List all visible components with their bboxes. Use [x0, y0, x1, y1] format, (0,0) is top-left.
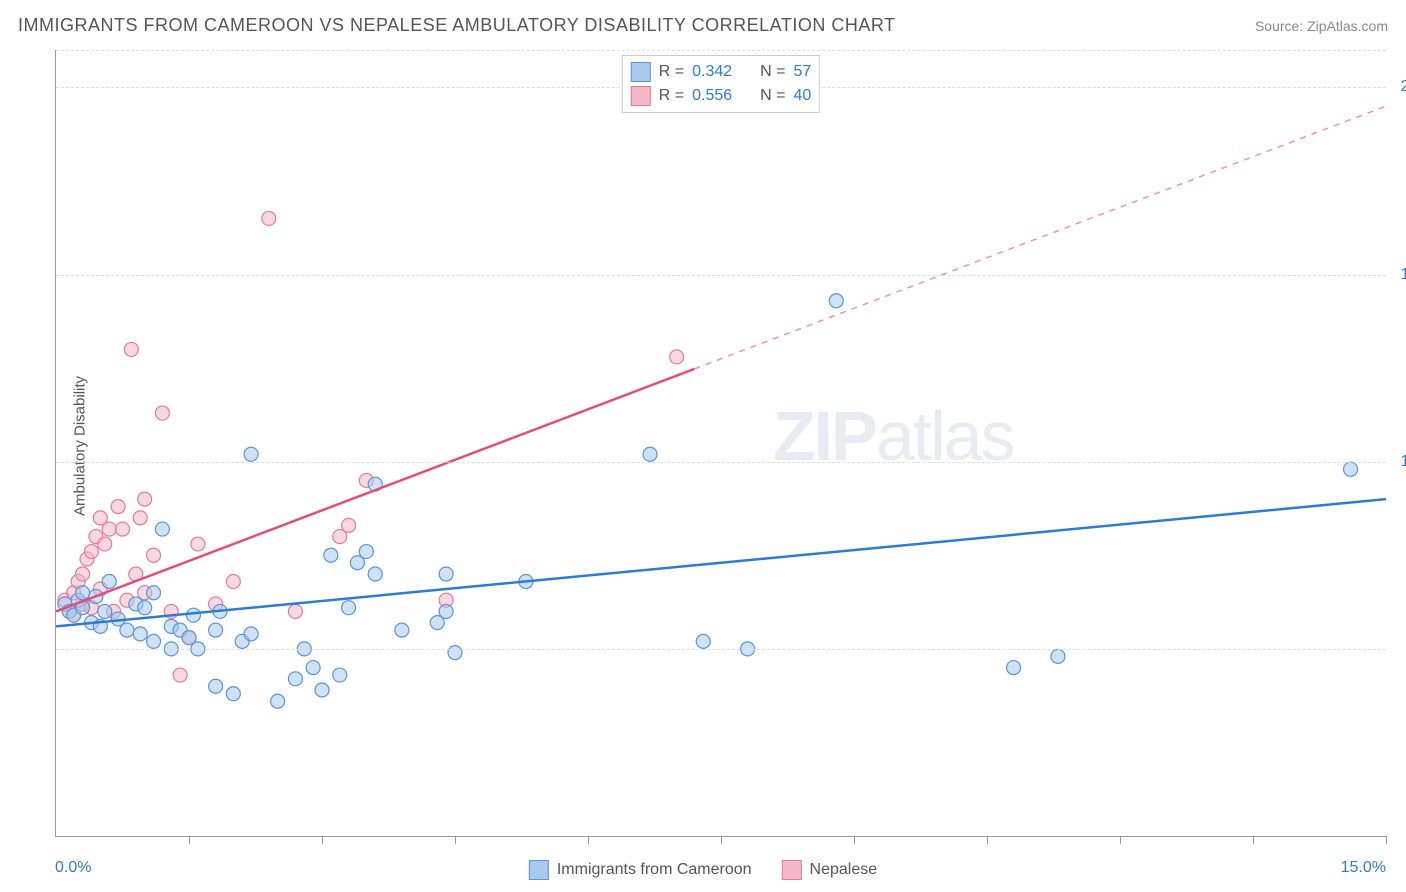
data-point	[111, 500, 125, 514]
legend-item-1: Immigrants from Cameroon	[529, 860, 752, 880]
data-point	[155, 522, 169, 536]
data-point	[133, 627, 147, 641]
data-point	[342, 518, 356, 532]
data-point	[133, 511, 147, 525]
r-value-1: 0.342	[692, 63, 742, 81]
data-point	[359, 545, 373, 559]
data-point	[643, 447, 657, 461]
stats-row-2: R = 0.556 N = 40	[631, 84, 811, 108]
data-point	[98, 604, 112, 618]
x-axis-min-label: 0.0%	[55, 859, 91, 877]
data-point	[696, 634, 710, 648]
scatter-svg	[56, 50, 1386, 836]
data-point	[84, 545, 98, 559]
data-point	[244, 627, 258, 641]
data-point	[271, 694, 285, 708]
data-point	[1007, 661, 1021, 675]
legend-label-1: Immigrants from Cameroon	[557, 861, 752, 879]
data-point	[1051, 649, 1065, 663]
data-point	[448, 646, 462, 660]
legend-item-2: Nepalese	[782, 860, 878, 880]
legend-swatch-1	[529, 860, 549, 880]
data-point	[262, 211, 276, 225]
x-axis-max-label: 15.0%	[1341, 859, 1386, 877]
data-point	[147, 586, 161, 600]
data-point	[147, 634, 161, 648]
data-point	[333, 668, 347, 682]
data-point	[120, 623, 134, 637]
y-tick-label: 15.0%	[1401, 266, 1406, 284]
data-point	[191, 537, 205, 551]
data-point	[76, 586, 90, 600]
data-point	[209, 623, 223, 637]
legend-swatch-2	[782, 860, 802, 880]
data-point	[124, 342, 138, 356]
data-point	[306, 661, 320, 675]
data-point	[342, 601, 356, 615]
n-value-1: 57	[793, 63, 811, 81]
data-point	[138, 601, 152, 615]
stats-legend: R = 0.342 N = 57 R = 0.556 N = 40	[622, 55, 820, 113]
data-point	[315, 683, 329, 697]
data-point	[829, 294, 843, 308]
data-point	[98, 537, 112, 551]
legend-label-2: Nepalese	[810, 861, 878, 879]
data-point	[147, 548, 161, 562]
swatch-series-2	[631, 86, 651, 106]
chart-title: IMMIGRANTS FROM CAMEROON VS NEPALESE AMB…	[18, 15, 896, 36]
data-point	[244, 447, 258, 461]
data-point	[186, 608, 200, 622]
r-value-2: 0.556	[692, 87, 742, 105]
n-label: N =	[760, 63, 785, 81]
y-tick-label: 20.0%	[1401, 78, 1406, 96]
data-point	[102, 522, 116, 536]
n-value-2: 40	[793, 87, 811, 105]
n-label: N =	[760, 87, 785, 105]
stats-row-1: R = 0.342 N = 57	[631, 60, 811, 84]
r-label: R =	[659, 63, 684, 81]
plot-area: ZIPatlas R = 0.342 N = 57 R = 0.556 N = …	[55, 50, 1386, 837]
y-tick-label: 10.0%	[1401, 453, 1406, 471]
data-point	[439, 604, 453, 618]
data-point	[173, 668, 187, 682]
trend-line-extrapolated	[694, 106, 1386, 369]
swatch-series-1	[631, 62, 651, 82]
chart-source: Source: ZipAtlas.com	[1255, 18, 1388, 34]
data-point	[288, 672, 302, 686]
chart-header: IMMIGRANTS FROM CAMEROON VS NEPALESE AMB…	[18, 15, 1388, 36]
data-point	[76, 567, 90, 581]
data-point	[670, 350, 684, 364]
data-point	[288, 604, 302, 618]
data-point	[395, 623, 409, 637]
data-point	[226, 687, 240, 701]
data-point	[368, 567, 382, 581]
data-point	[1344, 462, 1358, 476]
data-point	[439, 567, 453, 581]
r-label: R =	[659, 87, 684, 105]
data-point	[324, 548, 338, 562]
data-point	[102, 574, 116, 588]
series-legend: Immigrants from Cameroon Nepalese	[529, 860, 877, 880]
trend-line	[56, 499, 1386, 626]
data-point	[116, 522, 130, 536]
data-point	[209, 679, 223, 693]
data-point	[155, 406, 169, 420]
data-point	[226, 574, 240, 588]
data-point	[138, 492, 152, 506]
